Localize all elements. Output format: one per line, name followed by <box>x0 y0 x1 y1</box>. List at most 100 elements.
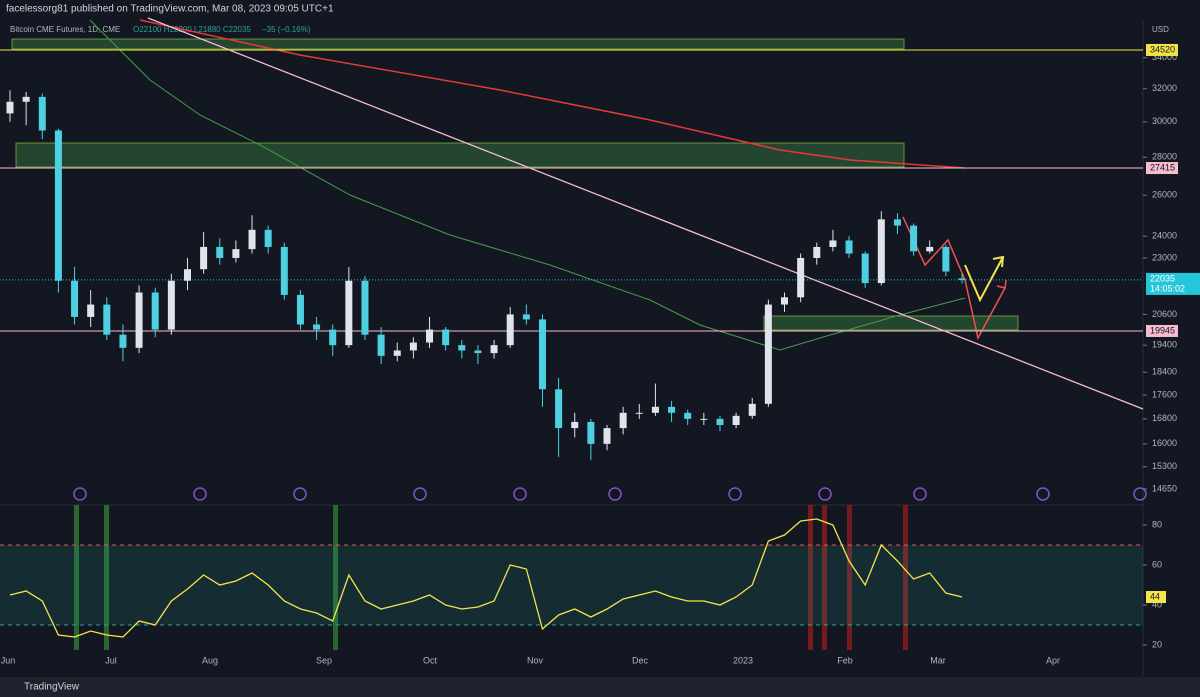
x-tick-label: Jun <box>1 655 16 665</box>
zone <box>763 315 1019 331</box>
y-tick-label: 32000 <box>1152 83 1177 93</box>
y-tick-label: 24000 <box>1152 231 1177 241</box>
candle-body <box>313 324 321 330</box>
x-tick-label: Sep <box>316 655 332 665</box>
candle-body <box>684 412 692 419</box>
rsi-line <box>9 518 963 638</box>
candle-body <box>781 297 789 305</box>
candle-body <box>506 314 514 346</box>
countdown: 14:05:02 <box>1150 283 1185 293</box>
candle-body <box>119 334 127 348</box>
candle-body <box>103 304 111 335</box>
candle-body <box>442 329 450 346</box>
candle-body <box>571 421 579 429</box>
rsi-band <box>0 545 1143 625</box>
last-price: 22035 <box>1150 273 1175 283</box>
rsi-highlights <box>74 505 908 650</box>
candle-body <box>377 334 385 356</box>
candle-body <box>651 406 659 413</box>
candle-body <box>861 253 869 284</box>
price-label: 19945 <box>1150 325 1175 335</box>
x-tick-label: Jul <box>105 655 117 665</box>
y-tick-label: 28000 <box>1152 152 1177 162</box>
y-tick-label: 17600 <box>1152 389 1177 399</box>
publisher: facelessorg81 published on TradingView.c… <box>6 4 334 15</box>
rsi-last: 44 <box>1150 591 1160 601</box>
trendline <box>147 17 1144 410</box>
price-label: 34520 <box>1150 44 1175 54</box>
projection-yellow <box>964 256 1004 303</box>
event-icons <box>73 487 1147 501</box>
candle-body <box>748 403 756 416</box>
candle-body <box>474 350 482 354</box>
ohlc: O22100 H22300 L21880 C22035 <box>133 25 251 34</box>
arrow-head <box>992 255 1005 268</box>
candle-body <box>926 246 934 252</box>
candle-body <box>280 246 288 295</box>
change: −35 (−0.16%) <box>262 25 311 34</box>
y-tick-label: 80 <box>1152 519 1162 529</box>
x-tick-label: Feb <box>837 655 853 665</box>
candle-body <box>587 421 595 444</box>
candle-body <box>167 280 175 330</box>
ma-200 <box>139 19 966 169</box>
x-tick-label: Nov <box>527 655 544 665</box>
candle-body <box>829 240 837 247</box>
last-price-box <box>1146 272 1200 295</box>
projection-red <box>902 216 1006 341</box>
candle-body <box>958 278 966 280</box>
candle-body <box>700 418 708 420</box>
candle-body <box>813 246 821 258</box>
x-tick-label: Mar <box>930 655 946 665</box>
candle-body <box>183 269 191 281</box>
candle-body <box>877 219 885 284</box>
rsi-label-box <box>1146 591 1166 603</box>
candle-body <box>232 249 240 258</box>
candle-body <box>458 345 466 351</box>
y-tick-label: 34000 <box>1152 52 1177 62</box>
candle-body <box>71 280 79 317</box>
candle-body <box>296 294 304 325</box>
candle-body <box>635 412 643 414</box>
candle-body <box>797 257 805 298</box>
candle-body <box>845 240 853 254</box>
y-tick-label: 16800 <box>1152 413 1177 423</box>
y-tick-label: 20600 <box>1152 309 1177 319</box>
candle-body <box>38 96 46 131</box>
candle-body <box>538 319 546 390</box>
candle-body <box>361 280 369 335</box>
candle-body <box>135 292 143 348</box>
y-tick-label: 26000 <box>1152 190 1177 200</box>
y-tick-label: 60 <box>1152 559 1162 569</box>
candle-body <box>603 428 611 444</box>
x-tick-label: Dec <box>632 655 649 665</box>
y-tick-label: 40 <box>1152 599 1162 609</box>
candle-body <box>54 130 62 281</box>
y-tick-label: 18400 <box>1152 367 1177 377</box>
zone <box>15 142 905 168</box>
y-tick-label: 15300 <box>1152 461 1177 471</box>
candle-body <box>151 292 159 330</box>
price-label-box <box>1146 324 1178 337</box>
x-tick-label: Apr <box>1046 655 1060 665</box>
candle-body <box>893 219 901 226</box>
candle-body <box>668 406 676 413</box>
y-tick-label: 19400 <box>1152 340 1177 350</box>
candle-body <box>522 314 530 320</box>
x-tick-label: Oct <box>423 655 438 665</box>
symbol: Bitcoin CME Futures, 1D, CME <box>10 25 120 34</box>
candle-body <box>619 412 627 429</box>
candle-body <box>200 246 208 270</box>
candle-body <box>345 280 353 346</box>
y-tick-label: 14650 <box>1152 483 1177 493</box>
candle-body <box>716 418 724 426</box>
candle-body <box>22 96 30 102</box>
candle-body <box>732 415 740 426</box>
x-tick-label: Aug <box>202 655 218 665</box>
candle-body <box>248 229 256 250</box>
candle-body <box>764 304 772 404</box>
candle-body <box>409 342 417 351</box>
x-tick-label: 2023 <box>733 655 753 665</box>
candle-body <box>942 246 950 272</box>
price-label: 27415 <box>1150 162 1175 172</box>
